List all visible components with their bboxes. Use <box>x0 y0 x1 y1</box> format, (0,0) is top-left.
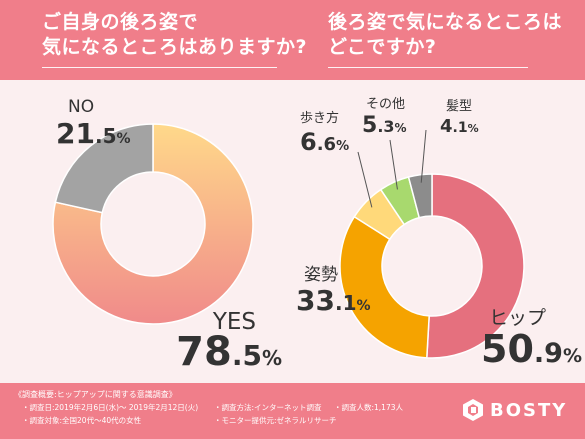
label-other-value: 5.3% <box>362 113 407 138</box>
label-no-name: NO <box>68 97 94 117</box>
slice-hair-leader <box>420 129 427 183</box>
label-hair-name: 髪型 <box>446 99 472 114</box>
question-1-underline <box>42 67 277 68</box>
question-2-underline <box>328 67 528 68</box>
survey-target: ・調査対象:全国20代〜40代の女性 <box>22 416 142 425</box>
slice-hair <box>407 173 433 219</box>
slice-hip <box>426 173 525 359</box>
label-yes-value: 78.5% <box>176 329 282 374</box>
slice-yes <box>52 123 254 325</box>
label-posture-name: 姿勢 <box>304 265 338 285</box>
question-2-line-2: どこですか? <box>328 36 437 58</box>
survey-provider: ・モニター提供元:ゼネラルリサーチ <box>214 416 337 425</box>
label-hair-value: 4.1% <box>440 116 479 137</box>
chart-left-panel: NO 21.5% YES 78.5% <box>12 92 284 375</box>
slice-posture <box>339 215 430 359</box>
label-hip-name: ヒップ <box>489 307 546 329</box>
header-bar: ご自身の後ろ姿で 気になるところはありますか? 後ろ姿で気になるところは どこで… <box>0 0 585 80</box>
slice-other-leader <box>389 139 398 190</box>
chart-right-panel: 歩き方 6.6% その他 5.3% 髪型 4.1% 姿勢 33.1% ヒップ 50.9% <box>296 92 585 374</box>
question-1: ご自身の後ろ姿で 気になるところはありますか? <box>42 10 307 60</box>
question-1-line-1: ご自身の後ろ姿で <box>42 11 199 33</box>
label-walk-value: 6.6% <box>300 128 349 156</box>
logo-text: BOSTY <box>490 399 568 421</box>
footer-bar: 《調査概要:ヒップアップに関する意識調査》 ・調査日:2019年2月6日(水)〜… <box>0 383 585 439</box>
bosty-logo: BOSTY <box>462 396 567 424</box>
label-hip-value: 50.9% <box>481 327 582 371</box>
question-2-line-1: 後ろ姿で気になるところは <box>328 11 563 33</box>
slice-walk-leader <box>357 151 373 208</box>
survey-title: 《調査概要:ヒップアップに関する意識調査》 <box>14 390 177 399</box>
slice-no <box>54 123 154 214</box>
label-yes-name: YES <box>212 309 256 335</box>
survey-period: ・調査日:2019年2月6日(水)〜 2019年2月12日(火) <box>22 403 199 412</box>
question-2: 後ろ姿で気になるところは どこですか? <box>328 10 562 60</box>
survey-count: ・調査人数:1,173人 <box>334 403 403 412</box>
label-no-value: 21.5% <box>56 117 131 150</box>
label-posture-value: 33.1% <box>296 284 371 317</box>
label-other-name: その他 <box>366 97 405 112</box>
question-1-line-2: 気になるところはありますか? <box>42 36 308 58</box>
bosty-logo-icon <box>463 399 483 421</box>
label-walk-name: 歩き方 <box>300 110 339 126</box>
survey-method: ・調査方法:インターネット調査 <box>214 403 322 412</box>
